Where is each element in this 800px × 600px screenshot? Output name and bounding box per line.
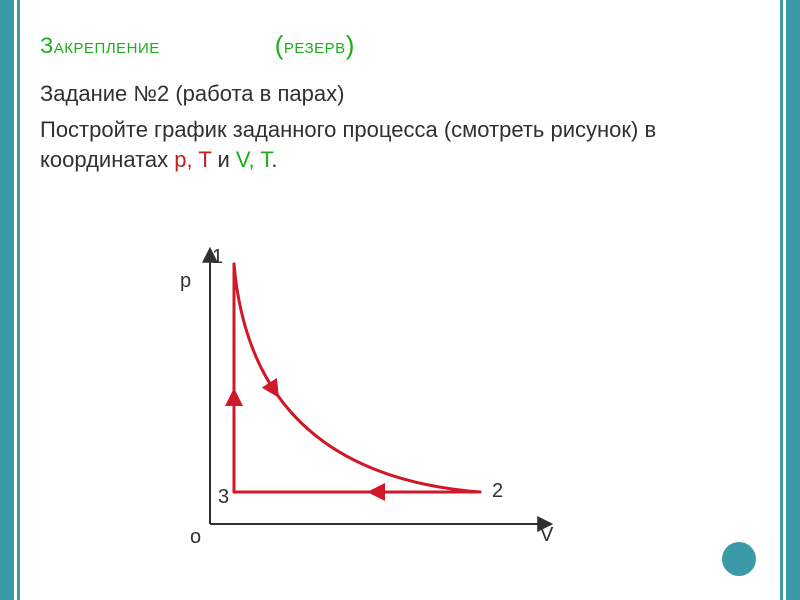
pv-diagram: p V о 1 2 3 <box>170 240 590 580</box>
point-label-3: 3 <box>218 486 229 509</box>
title-reserve: (резерв) <box>275 33 355 58</box>
coord-V-T: V, T <box>236 147 271 172</box>
accent-dot-icon <box>722 542 756 576</box>
slide-content: Закрепление (резерв) Задание №2 (работа … <box>40 30 760 580</box>
decor-rail-right <box>786 0 800 600</box>
task-conj: и <box>211 147 236 172</box>
axis-label-p: p <box>180 270 191 293</box>
task-body-prefix: Постройте график заданного процесса (смо… <box>40 117 656 172</box>
slide-title: Закрепление (резерв) <box>40 30 760 61</box>
task-period: . <box>271 147 277 172</box>
task-heading: Задание №2 (работа в парах) <box>40 81 760 107</box>
point-label-2: 2 <box>492 480 503 503</box>
pv-diagram-svg <box>170 240 570 560</box>
point-label-1: 1 <box>212 246 223 269</box>
decor-rail-left <box>0 0 14 600</box>
title-main: Закрепление <box>40 33 160 58</box>
title-reserve-text: резерв <box>284 33 346 58</box>
task-body: Постройте график заданного процесса (смо… <box>40 115 760 174</box>
origin-label: о <box>190 526 201 549</box>
coord-p-T: p, T <box>174 147 211 172</box>
axis-label-V: V <box>540 524 553 547</box>
